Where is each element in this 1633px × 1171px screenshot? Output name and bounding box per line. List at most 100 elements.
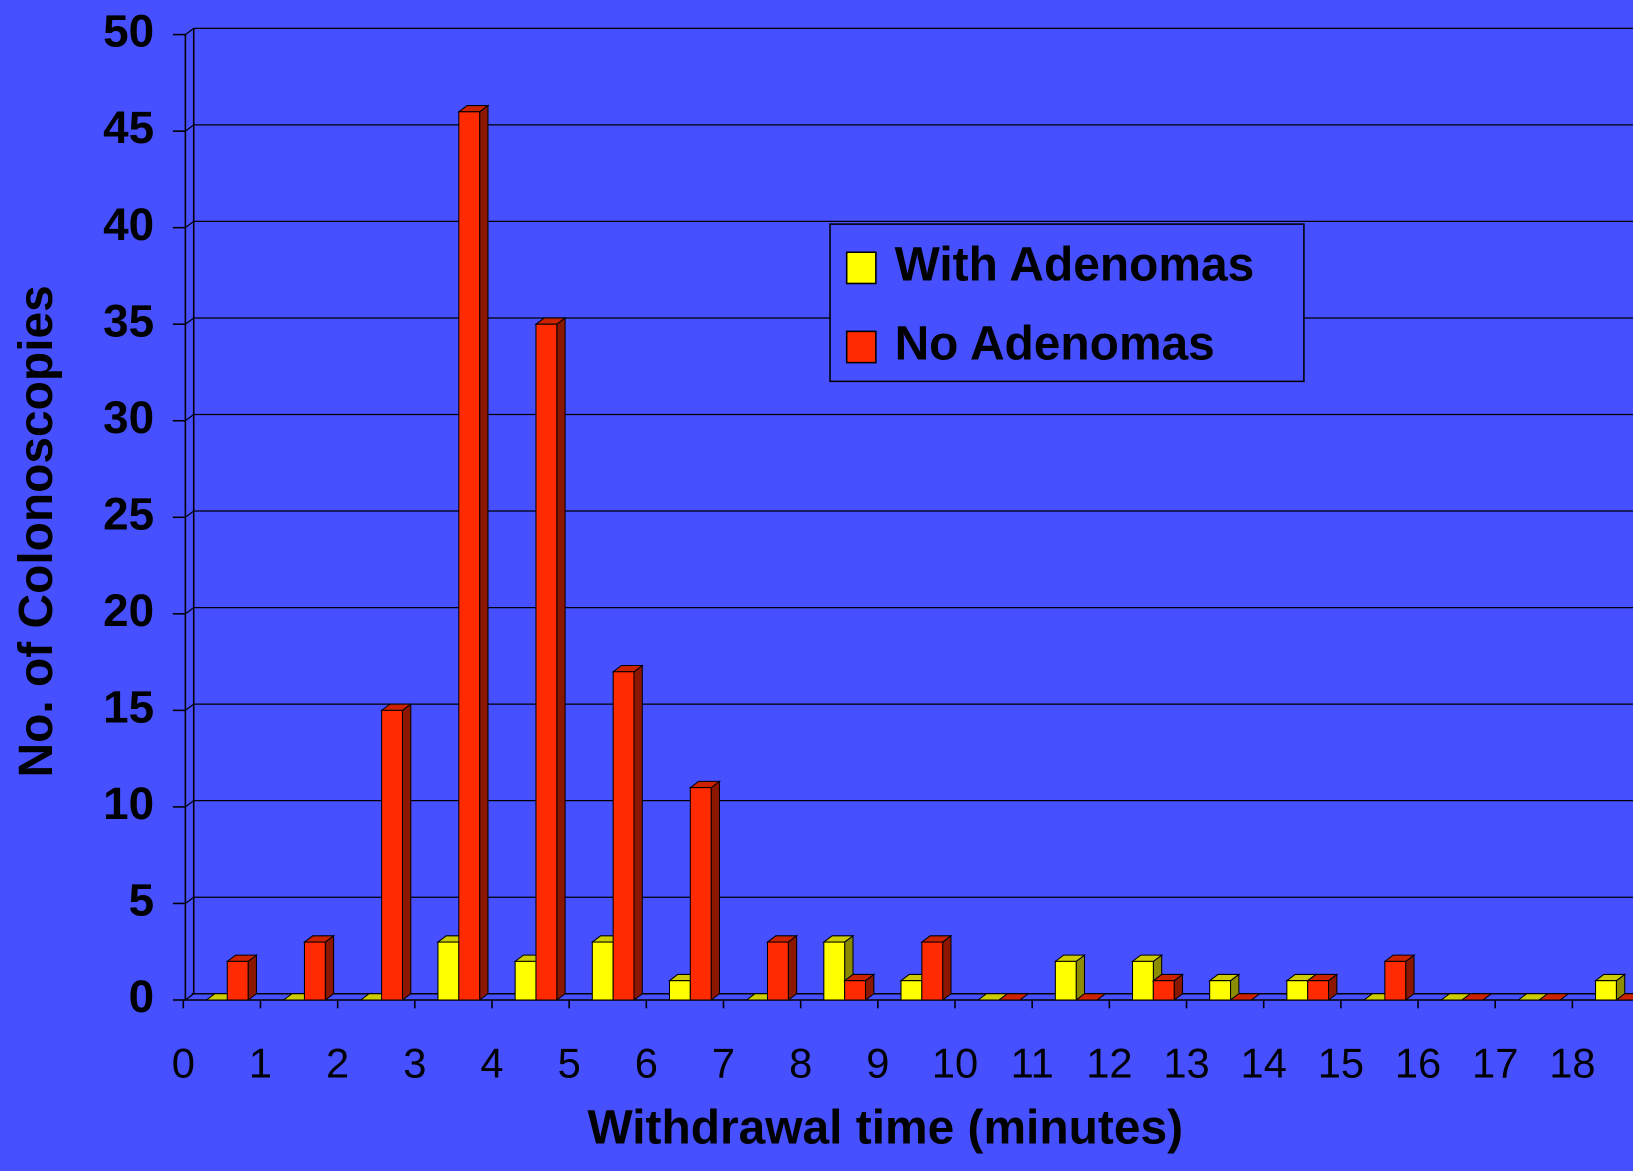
y-tick-label: 10 [103, 778, 154, 829]
x-tick-label: 18 [1549, 1040, 1595, 1087]
x-tick-label: 0 [172, 1040, 195, 1087]
bar-top [1614, 993, 1633, 1001]
x-tick-label: 11 [1011, 1040, 1054, 1087]
y-tick-label: 15 [103, 681, 154, 732]
bar [302, 934, 336, 1002]
x-tick-label: 3 [403, 1040, 426, 1087]
bar-front [1286, 980, 1309, 1001]
y-axis-label: No. of Colonoscopies [10, 285, 63, 777]
bar-side [247, 954, 257, 1002]
y-tick-label: 0 [129, 971, 154, 1022]
x-tick-label: 17 [1472, 1040, 1518, 1087]
bar-front [535, 323, 558, 1001]
x-tick-label: 9 [866, 1040, 889, 1087]
bar-side [479, 104, 489, 1002]
x-tick-label: 13 [1163, 1040, 1209, 1087]
x-tick-label: 4 [480, 1040, 503, 1087]
bar-front [900, 980, 923, 1001]
bar-front [437, 941, 460, 1001]
bar-front [591, 941, 614, 1001]
legend-label: With Adenomas [895, 239, 1255, 292]
bar-front [1209, 980, 1232, 1001]
grid-line [185, 993, 195, 1001]
x-tick-label: 8 [789, 1040, 812, 1087]
x-tick-label: 5 [558, 1040, 581, 1087]
bar [457, 104, 490, 1002]
legend-box [829, 223, 1305, 383]
bar-front [1131, 960, 1154, 1001]
bar-front [612, 671, 635, 1001]
bar [1593, 973, 1627, 1002]
legend-swatch [845, 330, 877, 364]
grid-line [185, 510, 195, 518]
y-tick-label: 20 [103, 585, 154, 636]
bar-front [1054, 960, 1077, 1001]
bar [611, 664, 644, 1002]
y-tick-label: 45 [103, 102, 154, 153]
grid-line [185, 413, 195, 422]
x-tick-label: 6 [635, 1040, 658, 1087]
grid-line [185, 607, 195, 615]
legend-label: No Adenomas [895, 318, 1215, 371]
bar [380, 703, 413, 1002]
legend-swatch [845, 251, 877, 285]
bar [1306, 973, 1339, 1002]
grid-line [185, 800, 195, 808]
bar [765, 934, 799, 1002]
x-tick-label: 15 [1318, 1040, 1364, 1087]
bar [1228, 993, 1262, 1001]
grid-line [185, 896, 195, 904]
grid-line [185, 317, 195, 325]
bar-front [303, 941, 326, 1001]
bar-side [710, 780, 721, 1002]
bar-front [668, 980, 691, 1001]
bar-side [324, 934, 335, 1002]
bar-top [1074, 993, 1107, 1001]
y-tick-label: 50 [103, 6, 154, 57]
x-axis-label: Withdrawal time (minutes) [587, 1102, 1183, 1155]
bar-top [1460, 993, 1493, 1001]
bar-front [226, 960, 249, 1001]
bar-top [1228, 993, 1262, 1001]
bar [688, 780, 722, 1002]
bar-front [1384, 960, 1407, 1001]
bar-front [823, 941, 846, 1001]
bar [225, 954, 259, 1002]
bar [1151, 973, 1185, 1002]
bar-front [458, 111, 481, 1001]
y-tick-label: 5 [129, 875, 154, 926]
grid-line [185, 220, 195, 229]
bar-front [921, 941, 944, 1001]
bar-side [942, 934, 952, 1002]
bar-front [1152, 980, 1175, 1001]
bar-side [556, 316, 566, 1002]
bar-front [381, 709, 403, 1001]
y-tick-label: 25 [103, 488, 154, 539]
bar [1074, 993, 1107, 1001]
bar-side [633, 664, 643, 1002]
bar-top [1537, 993, 1570, 1001]
bar-front [514, 960, 537, 1001]
bar [1537, 993, 1570, 1001]
grid-line [185, 703, 195, 711]
bar-front [766, 941, 789, 1001]
x-tick-label: 1 [249, 1040, 272, 1087]
bar [1460, 993, 1493, 1001]
bar [997, 993, 1030, 1001]
bar-side [1405, 954, 1415, 1002]
bar-side [401, 703, 412, 1002]
bar [1614, 993, 1633, 1001]
y-tick-label: 40 [103, 199, 154, 250]
bar-top [997, 993, 1030, 1001]
bar-front [1307, 980, 1330, 1001]
x-tick-label: 2 [326, 1040, 349, 1087]
bar [843, 973, 876, 1002]
x-tick-label: 12 [1086, 1040, 1132, 1087]
bar [920, 934, 953, 1002]
bar-front [689, 787, 712, 1001]
grid-line [185, 124, 195, 132]
grid-line [185, 27, 195, 36]
bar-side [787, 934, 798, 1002]
bar [1208, 973, 1241, 1002]
